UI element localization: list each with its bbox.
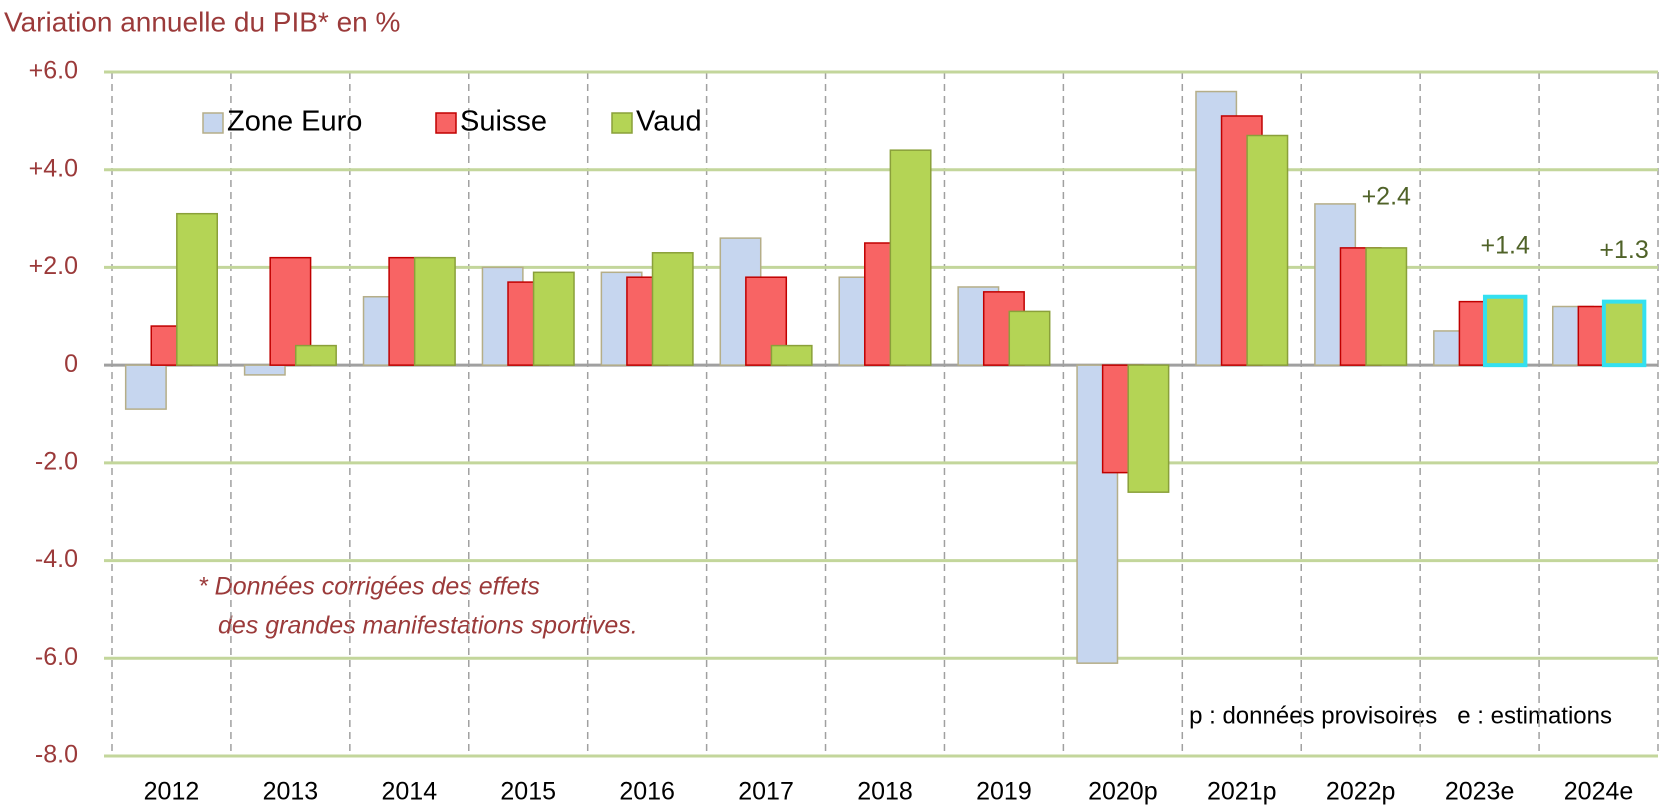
bar (770, 344, 813, 366)
legend-label: Vaud (636, 106, 702, 138)
bar (1365, 247, 1408, 366)
bar (651, 252, 694, 366)
annotation: p : données provisoires e : estimations (1189, 702, 1612, 729)
x-tick-label: 2021p (1207, 778, 1277, 806)
bar (269, 256, 312, 366)
bar (243, 364, 286, 376)
annotation: * Données corrigées des effets (198, 573, 540, 601)
legend-swatch (611, 112, 633, 134)
legend-swatch (202, 112, 224, 134)
bar (1482, 294, 1528, 368)
bar (413, 256, 456, 366)
y-tick-label: +4.0 (29, 154, 78, 182)
annotation: des grandes manifestations sportives. (218, 612, 638, 640)
bar (889, 149, 932, 366)
x-tick-label: 2013 (263, 778, 319, 806)
y-tick-label: -4.0 (35, 545, 78, 573)
bar (1246, 134, 1289, 366)
value-label: +1.4 (1481, 231, 1530, 259)
x-tick-label: 2019 (976, 778, 1032, 806)
bar (124, 364, 167, 410)
x-tick-label: 2022p (1326, 778, 1396, 806)
x-tick-label: 2023e (1445, 778, 1515, 806)
value-label: +2.4 (1362, 182, 1411, 210)
bar (1008, 310, 1051, 366)
y-tick-label: -8.0 (35, 741, 78, 769)
x-tick-label: 2018 (857, 778, 913, 806)
plot: +6.0 +4.0 +2.0 0 -2.0 -4.0 -6.0 -8.0 2012 2013 201… (29, 57, 1659, 806)
legend-label: Suisse (460, 106, 547, 138)
bar (176, 212, 218, 366)
value-label: +1.3 (1599, 236, 1648, 264)
legend-swatch (435, 112, 457, 134)
x-tick-label: 2014 (381, 778, 437, 806)
x-tick-label: 2020p (1088, 778, 1158, 806)
x-tick-label: 2024e (1564, 778, 1634, 806)
legend-label: Zone Euro (227, 106, 362, 138)
y-tick-label: +6.0 (29, 57, 78, 85)
y-tick-label: 0 (64, 350, 78, 378)
x-tick-label: 2015 (500, 778, 556, 806)
y-tick-label: -2.0 (35, 447, 78, 475)
bar (1601, 299, 1647, 368)
bar (532, 271, 575, 366)
y-tick-label: +2.0 (29, 252, 78, 280)
x-tick-label: 2016 (619, 778, 675, 806)
bar (294, 344, 337, 366)
y-tick-label: -6.0 (35, 643, 78, 671)
x-tick-label: 2017 (738, 778, 794, 806)
chart-title: Variation annuelle du PIB* en % (4, 6, 400, 37)
bar (1127, 364, 1170, 493)
x-tick-label: 2012 (144, 778, 200, 806)
